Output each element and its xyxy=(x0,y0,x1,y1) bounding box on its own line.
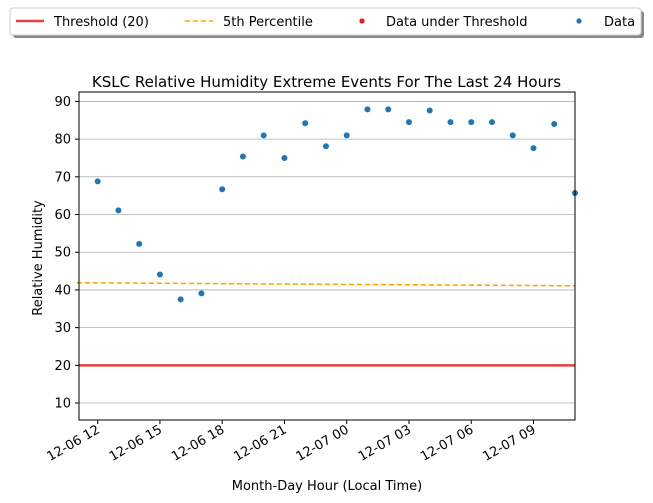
x-tick-label: 12-06 15 xyxy=(107,422,165,464)
data-point xyxy=(156,271,163,278)
y-tick-label: 70 xyxy=(54,170,71,185)
x-tick-label: 12-07 09 xyxy=(480,422,538,464)
data-point xyxy=(551,121,558,128)
x-tick-label: 12-07 06 xyxy=(418,422,476,464)
data-point xyxy=(94,178,101,185)
data-point xyxy=(219,186,226,193)
data-point xyxy=(136,240,143,247)
x-axis-label: Month-Day Hour (Local Time) xyxy=(232,479,422,494)
y-tick-label: 50 xyxy=(54,246,71,261)
legend-under-threshold-label: Data under Threshold xyxy=(386,15,527,30)
x-tick-label: 12-07 00 xyxy=(294,422,352,464)
y-tick-label: 30 xyxy=(54,321,71,336)
data-point xyxy=(364,106,371,113)
data-point xyxy=(239,153,246,160)
y-tick-label: 90 xyxy=(54,95,71,110)
data-point xyxy=(115,207,122,214)
data-point xyxy=(530,145,537,152)
y-axis-label: Relative Humidity xyxy=(31,200,46,316)
x-tick-label: 12-06 12 xyxy=(45,422,103,464)
data-point xyxy=(405,119,412,126)
x-tick-label: 12-06 18 xyxy=(169,422,227,464)
data-point xyxy=(177,296,184,303)
percentile-line xyxy=(76,281,576,287)
data-point xyxy=(447,119,454,126)
y-tick-label: 60 xyxy=(54,208,71,223)
data-point xyxy=(198,290,205,297)
legend-frame xyxy=(9,7,642,36)
y-tick-label: 20 xyxy=(54,359,71,374)
plot-frame xyxy=(78,91,576,421)
gridlines xyxy=(79,101,575,404)
y-tick-label: 80 xyxy=(54,133,71,148)
legend: Threshold (20) 5th Percentile Data under… xyxy=(9,7,644,38)
data-point xyxy=(488,119,495,126)
chart-title: KSLC Relative Humidity Extreme Events Fo… xyxy=(92,73,561,91)
data-point xyxy=(426,107,433,114)
data-point xyxy=(260,132,267,139)
y-tick-label: 10 xyxy=(54,397,71,412)
y-tick-label: 40 xyxy=(54,283,71,298)
y-axis-ticks: 10 20 30 40 50 60 70 80 90 xyxy=(54,95,79,412)
legend-data-label: Data xyxy=(604,15,635,30)
data-points xyxy=(94,106,578,303)
legend-percentile-label: 5th Percentile xyxy=(223,15,313,30)
x-tick-label: 12-07 03 xyxy=(356,422,414,464)
data-point xyxy=(343,132,350,139)
reference-lines xyxy=(76,281,576,367)
x-axis-ticks: 12-06 12 12-06 15 12-06 18 12-06 21 12-07 00… xyxy=(45,420,538,465)
data-point xyxy=(468,119,475,126)
data-point xyxy=(322,143,329,150)
legend-data-swatch xyxy=(576,18,582,24)
data-point xyxy=(509,132,516,139)
data-point xyxy=(385,106,392,113)
x-tick-label: 12-06 21 xyxy=(231,422,289,464)
legend-under-threshold-swatch xyxy=(359,18,365,24)
data-point xyxy=(302,120,309,127)
data-point xyxy=(281,154,288,161)
legend-threshold-label: Threshold (20) xyxy=(53,15,149,30)
